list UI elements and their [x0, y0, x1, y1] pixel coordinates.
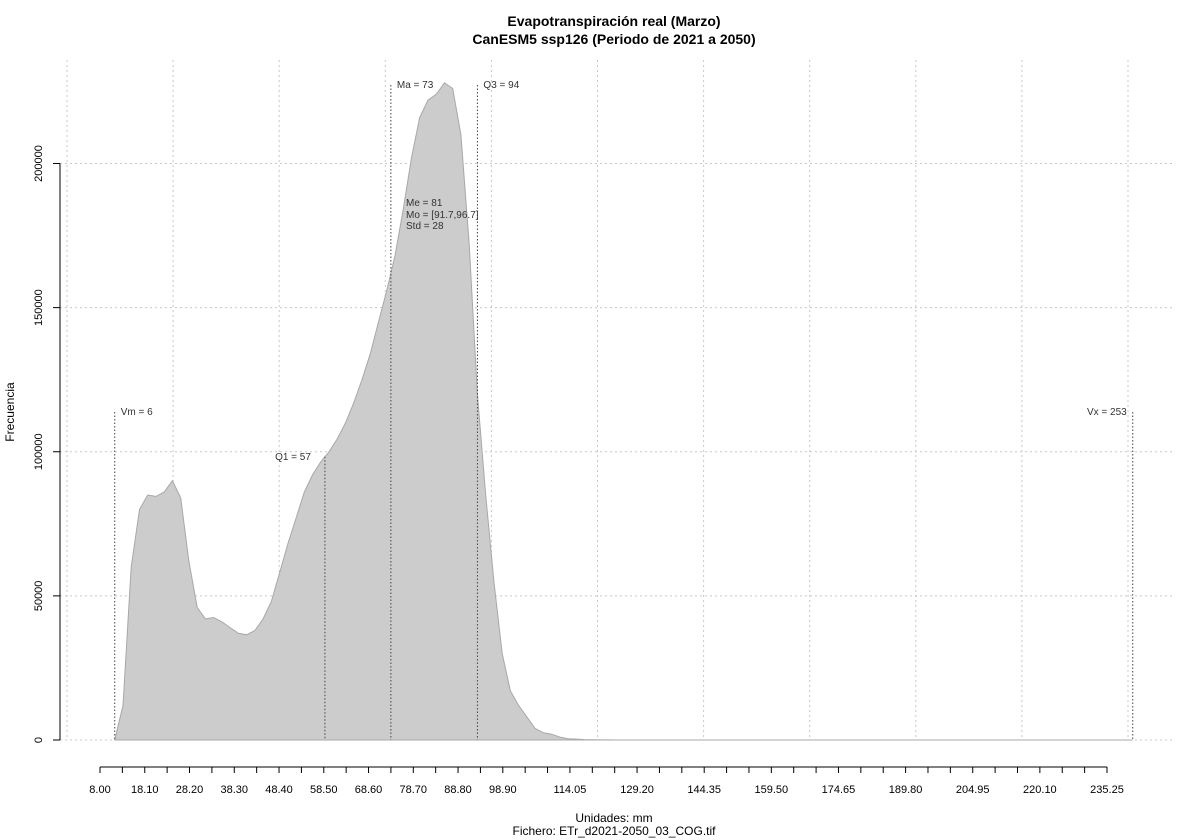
chart-title: Evapotranspiración real (Marzo)	[507, 13, 720, 29]
x-tick-label-14: 174.65	[822, 784, 856, 796]
marker-label-3: Q3 = 94	[483, 80, 519, 91]
chart-subtitle: CanESM5 ssp126 (Periodo de 2021 a 2050)	[472, 31, 755, 47]
x-axis-title: Unidades: mm	[575, 811, 652, 825]
y-tick-label-4: 200000	[33, 145, 45, 182]
x-tick-label-12: 144.35	[687, 784, 721, 796]
x-tick-label-4: 48.40	[265, 784, 293, 796]
x-tick-label-11: 129.20	[620, 784, 654, 796]
x-tick-label-8: 88.80	[444, 784, 472, 796]
x-tick-label-13: 159.50	[755, 784, 789, 796]
x-tick-label-1: 18.10	[131, 784, 159, 796]
x-tick-label-9: 98.90	[489, 784, 517, 796]
x-tick-label-3: 38.30	[221, 784, 249, 796]
x-tick-label-18: 235.25	[1090, 784, 1124, 796]
marker-label-4: Vx = 253	[1087, 407, 1127, 418]
stat-std: Std = 28	[406, 221, 444, 232]
y-axis-title: Frecuencia	[3, 382, 17, 442]
marker-label-1: Q1 = 57	[275, 452, 311, 463]
marker-label-0: Vm = 6	[121, 407, 153, 418]
y-tick-label-3: 150000	[33, 289, 45, 326]
stat-median: Me = 81	[406, 198, 443, 209]
x-axis: 8.00 18.10 28.20 38.30 48.40 58.50 68.60 78.70 8…	[89, 766, 1124, 796]
y-tick-label-1: 50000	[33, 581, 45, 612]
density-area	[114, 82, 1133, 741]
x-tick-label-0: 8.00	[89, 784, 110, 796]
marker-label-2: Ma = 73	[397, 80, 434, 91]
grid	[60, 60, 1172, 741]
x-tick-label-5: 58.50	[310, 784, 338, 796]
y-axis: 0 50000 100000 150000 200000	[33, 145, 61, 743]
stat-mode: Mo = [91.7,96.7]	[406, 210, 479, 221]
markers: Vm = 6 Q1 = 57 Ma = 73 Q3 = 94 Vx = 253	[114, 80, 1134, 740]
y-tick-label-0: 0	[33, 737, 45, 743]
x-tick-label-10: 114.05	[554, 784, 587, 796]
x-axis-caption: Fichero: ETr_d2021-2050_03_COG.tif	[513, 824, 717, 838]
y-tick-label-2: 100000	[33, 433, 45, 470]
x-tick-label-6: 68.60	[355, 784, 383, 796]
x-tick-label-2: 28.20	[176, 784, 204, 796]
x-tick-label-16: 204.95	[956, 784, 990, 796]
x-tick-label-15: 189.80	[889, 784, 923, 796]
x-tick-label-17: 220.10	[1023, 784, 1057, 796]
x-tick-label-7: 78.70	[400, 784, 428, 796]
